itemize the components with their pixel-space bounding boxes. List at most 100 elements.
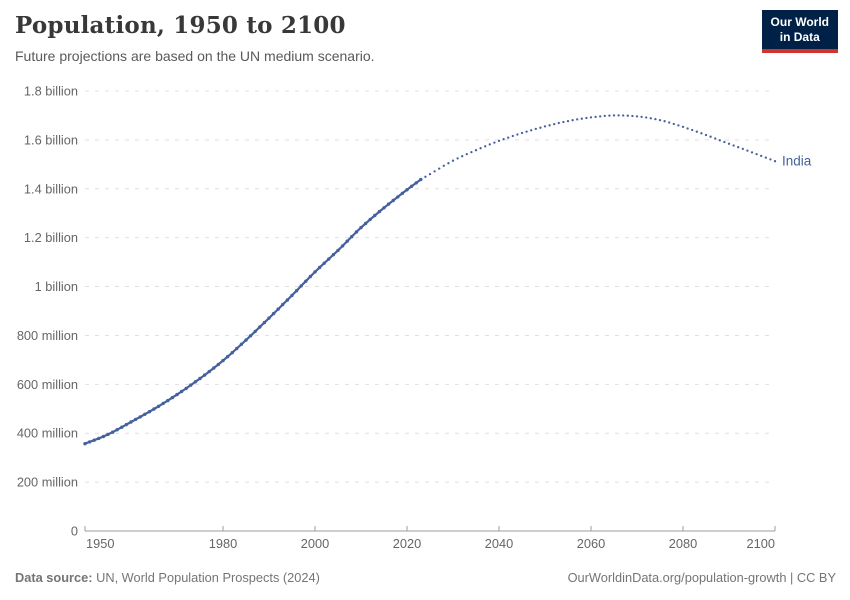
projection-point xyxy=(594,115,597,119)
data-source-label: Data source: xyxy=(15,570,93,585)
observed-point xyxy=(377,209,382,214)
observed-point xyxy=(373,213,377,218)
observed-point xyxy=(262,320,267,325)
projection-point xyxy=(424,175,427,178)
projection-point xyxy=(640,115,643,119)
observed-point xyxy=(147,410,152,414)
projection-point xyxy=(691,128,694,132)
observed-point xyxy=(244,338,248,342)
observed-point xyxy=(179,389,184,394)
gridlines: 0 200 million 400 million 600 million 800 mi… xyxy=(17,84,775,539)
projection-point xyxy=(773,160,777,163)
observed-point xyxy=(331,253,336,257)
observed-point xyxy=(239,342,244,346)
y-axis-tick-label: 600 million xyxy=(17,377,78,392)
observed-point xyxy=(115,428,119,432)
projection-point xyxy=(585,116,588,120)
observed-point xyxy=(354,230,359,234)
observed-point xyxy=(414,181,418,185)
observed-point xyxy=(97,436,101,441)
x-axis-tick-label: 2100 xyxy=(747,536,775,551)
projection-point xyxy=(507,136,510,139)
observed-point xyxy=(212,366,216,370)
observed-point xyxy=(363,221,368,226)
observed-point xyxy=(267,316,271,320)
observed-point xyxy=(304,279,308,283)
x-axis-tick-label: 2020 xyxy=(393,536,421,551)
owid-logo[interactable]: Our World in Data xyxy=(761,10,838,53)
projection-point xyxy=(456,157,459,160)
projection-point xyxy=(723,140,726,144)
projection-point xyxy=(520,131,524,135)
observed-point xyxy=(193,380,198,384)
projection-point xyxy=(562,120,565,124)
projection-point xyxy=(580,117,583,120)
projection-point xyxy=(681,125,685,129)
observed-point xyxy=(368,217,372,222)
projection-point xyxy=(746,149,749,152)
projection-point xyxy=(617,114,620,117)
observed-point xyxy=(124,422,129,427)
projection-point xyxy=(608,114,611,117)
x-axis-tick-label: 2040 xyxy=(485,536,513,551)
observed-point xyxy=(87,440,92,444)
projection-point xyxy=(686,127,689,130)
observed-point xyxy=(216,362,221,367)
x-axis-tick-label: 2060 xyxy=(577,536,605,551)
observed-point xyxy=(248,334,253,338)
projection-point xyxy=(704,133,708,137)
observed-point xyxy=(405,188,409,192)
observed-point xyxy=(110,430,115,434)
observed-point xyxy=(156,404,161,408)
observed-point xyxy=(120,425,124,429)
projection-point xyxy=(709,135,712,138)
projection-point xyxy=(760,154,763,158)
projection-point xyxy=(755,152,758,156)
observed-point xyxy=(308,274,313,279)
projection-point xyxy=(433,170,436,173)
chart-subtitle: Future projections are based on the UN m… xyxy=(15,47,375,64)
projection-point xyxy=(488,143,491,146)
projection-point xyxy=(700,132,703,135)
projection-point xyxy=(668,121,671,124)
series-label-india[interactable]: India xyxy=(782,154,812,169)
observed-point xyxy=(419,177,423,182)
population-line-chart[interactable]: 0 200 million 400 million 600 million 800 mi… xyxy=(0,0,850,560)
observed-point xyxy=(382,206,386,210)
projection-point xyxy=(470,150,473,154)
observed-point xyxy=(294,289,299,293)
projection-point xyxy=(493,141,496,144)
projection-point xyxy=(428,172,432,176)
observed-point xyxy=(340,244,345,248)
series-india[interactable]: India xyxy=(83,114,812,446)
observed-point xyxy=(138,415,142,419)
projection-point xyxy=(571,119,574,122)
observed-point xyxy=(276,307,280,311)
observed-point xyxy=(235,346,239,351)
projection-point xyxy=(599,115,602,118)
observed-point xyxy=(391,198,395,203)
projection-point xyxy=(438,167,441,170)
projection-point xyxy=(737,146,740,149)
observed-point xyxy=(133,417,138,422)
y-axis-tick-label: 0 xyxy=(71,524,78,539)
observed-point xyxy=(317,265,322,270)
projection-point xyxy=(658,118,662,122)
projection-point xyxy=(612,114,616,117)
observed-point xyxy=(198,376,202,381)
projection-point xyxy=(631,114,634,118)
projection-point xyxy=(465,152,468,156)
observed-point xyxy=(327,257,331,261)
projection-point xyxy=(750,151,754,154)
projection-point xyxy=(461,155,464,158)
projection-point xyxy=(626,114,629,117)
owid-logo-line1: Our World xyxy=(770,15,829,29)
observed-point xyxy=(386,202,391,206)
observed-point xyxy=(396,195,400,199)
credit-link[interactable]: OurWorldinData.org/population-growth | C… xyxy=(567,570,836,585)
projection-point xyxy=(442,164,445,167)
projection-point xyxy=(576,118,579,121)
page-title: Population, 1950 to 2100 xyxy=(15,12,346,39)
projection-point xyxy=(672,122,675,126)
observed-point xyxy=(400,191,405,195)
